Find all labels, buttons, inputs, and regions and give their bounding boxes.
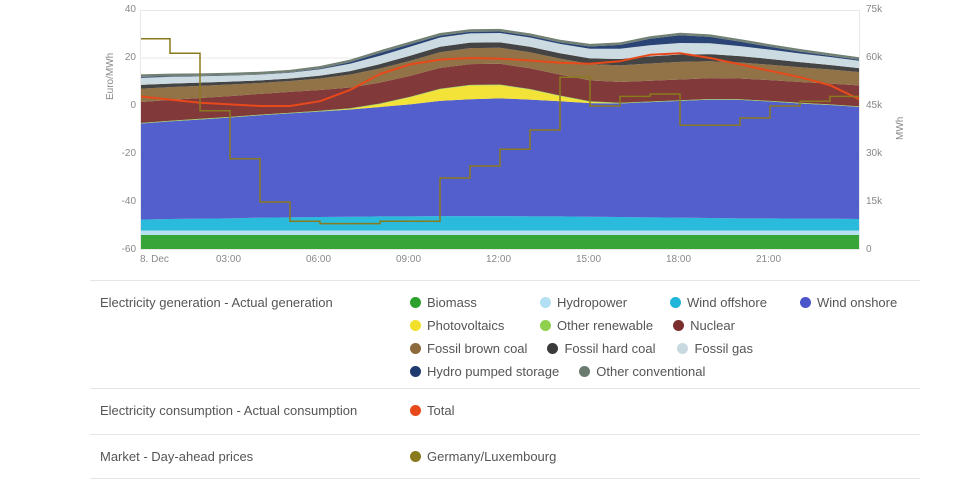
chart-page: Euro/MWh MWh -60-40-2002040015k30k45k60k… <box>0 0 960 500</box>
axis-tick: 18:00 <box>666 254 691 265</box>
area-hydropower <box>140 230 860 234</box>
legend-swatch <box>410 451 421 462</box>
legend-swatch <box>579 366 590 377</box>
legend-swatch <box>677 343 688 354</box>
axis-tick: 15k <box>866 196 882 207</box>
legend-item[interactable]: Wind offshore <box>670 295 780 310</box>
axis-tick: 21:00 <box>756 254 781 265</box>
legend-item[interactable]: Fossil brown coal <box>410 341 527 356</box>
axis-tick: 15:00 <box>576 254 601 265</box>
legend-item[interactable]: Fossil gas <box>677 341 787 356</box>
legend-label: Fossil brown coal <box>427 341 527 356</box>
legend-item[interactable]: Other conventional <box>579 364 705 379</box>
legend-swatch <box>540 297 551 308</box>
legend-swatch <box>410 343 421 354</box>
legend-title-consumption: Electricity consumption - Actual consump… <box>90 403 410 418</box>
axis-tick: 8. Dec <box>140 254 169 265</box>
axis-tick: 20 <box>106 52 136 63</box>
legend-section-market: Market - Day-ahead prices Germany/Luxemb… <box>90 434 920 479</box>
stacked-area-chart <box>140 10 860 250</box>
legend-label: Other conventional <box>596 364 705 379</box>
legend-item[interactable]: Wind onshore <box>800 295 910 310</box>
chart-plot-area <box>140 10 860 250</box>
legend-title-market: Market - Day-ahead prices <box>90 449 410 464</box>
legend-label: Fossil gas <box>694 341 753 356</box>
legend-swatch <box>673 320 684 331</box>
legend-section-consumption: Electricity consumption - Actual consump… <box>90 388 920 432</box>
axis-tick: -20 <box>106 148 136 159</box>
legend-swatch <box>800 297 811 308</box>
legend-swatch <box>410 366 421 377</box>
axis-tick: -40 <box>106 196 136 207</box>
axis-tick: 60k <box>866 52 882 63</box>
legend-swatch <box>410 297 421 308</box>
axis-tick: -60 <box>106 244 136 255</box>
axis-tick: 45k <box>866 100 882 111</box>
axis-tick: 75k <box>866 4 882 15</box>
legend-label: Germany/Luxembourg <box>427 449 556 464</box>
axis-tick: 03:00 <box>216 254 241 265</box>
legend-label: Total <box>427 403 454 418</box>
legend-label: Hydropower <box>557 295 627 310</box>
axis-tick: 09:00 <box>396 254 421 265</box>
legend-swatch <box>540 320 551 331</box>
legend-label: Wind offshore <box>687 295 767 310</box>
legend-item[interactable]: Total <box>410 403 520 418</box>
legend-item[interactable]: Other renewable <box>540 318 653 333</box>
legend-items-market: Germany/Luxembourg <box>410 449 920 464</box>
legend-swatch <box>410 320 421 331</box>
legend-label: Nuclear <box>690 318 735 333</box>
axis-tick: 40 <box>106 4 136 15</box>
axis-tick: 12:00 <box>486 254 511 265</box>
legend-items-consumption: Total <box>410 403 920 418</box>
legend-items-generation: Biomass Hydropower Wind offshore Wind onsho… <box>410 295 920 379</box>
legend-label: Photovoltaics <box>427 318 504 333</box>
legend-item[interactable]: Photovoltaics <box>410 318 520 333</box>
legend-label: Hydro pumped storage <box>427 364 559 379</box>
legend-label: Biomass <box>427 295 477 310</box>
legend-item[interactable]: Fossil hard coal <box>547 341 657 356</box>
axis-tick: 0 <box>866 244 872 255</box>
legend-swatch <box>410 405 421 416</box>
legend-label: Wind onshore <box>817 295 897 310</box>
legend-swatch <box>547 343 558 354</box>
legend-item[interactable]: Germany/Luxembourg <box>410 449 556 464</box>
axis-tick: 06:00 <box>306 254 331 265</box>
y-axis-right-label: MWh <box>895 117 906 140</box>
legend-swatch <box>670 297 681 308</box>
legend-item[interactable]: Hydro pumped storage <box>410 364 559 379</box>
legend-label: Fossil hard coal <box>564 341 655 356</box>
legend-section-generation: Electricity generation - Actual generati… <box>90 280 920 393</box>
legend-title-generation: Electricity generation - Actual generati… <box>90 295 410 379</box>
legend-item[interactable]: Nuclear <box>673 318 783 333</box>
legend-label: Other renewable <box>557 318 653 333</box>
legend-item[interactable]: Hydropower <box>540 295 650 310</box>
axis-tick: 0 <box>106 100 136 111</box>
axis-tick: 30k <box>866 148 882 159</box>
area-biomass <box>140 235 860 250</box>
legend-item[interactable]: Biomass <box>410 295 520 310</box>
